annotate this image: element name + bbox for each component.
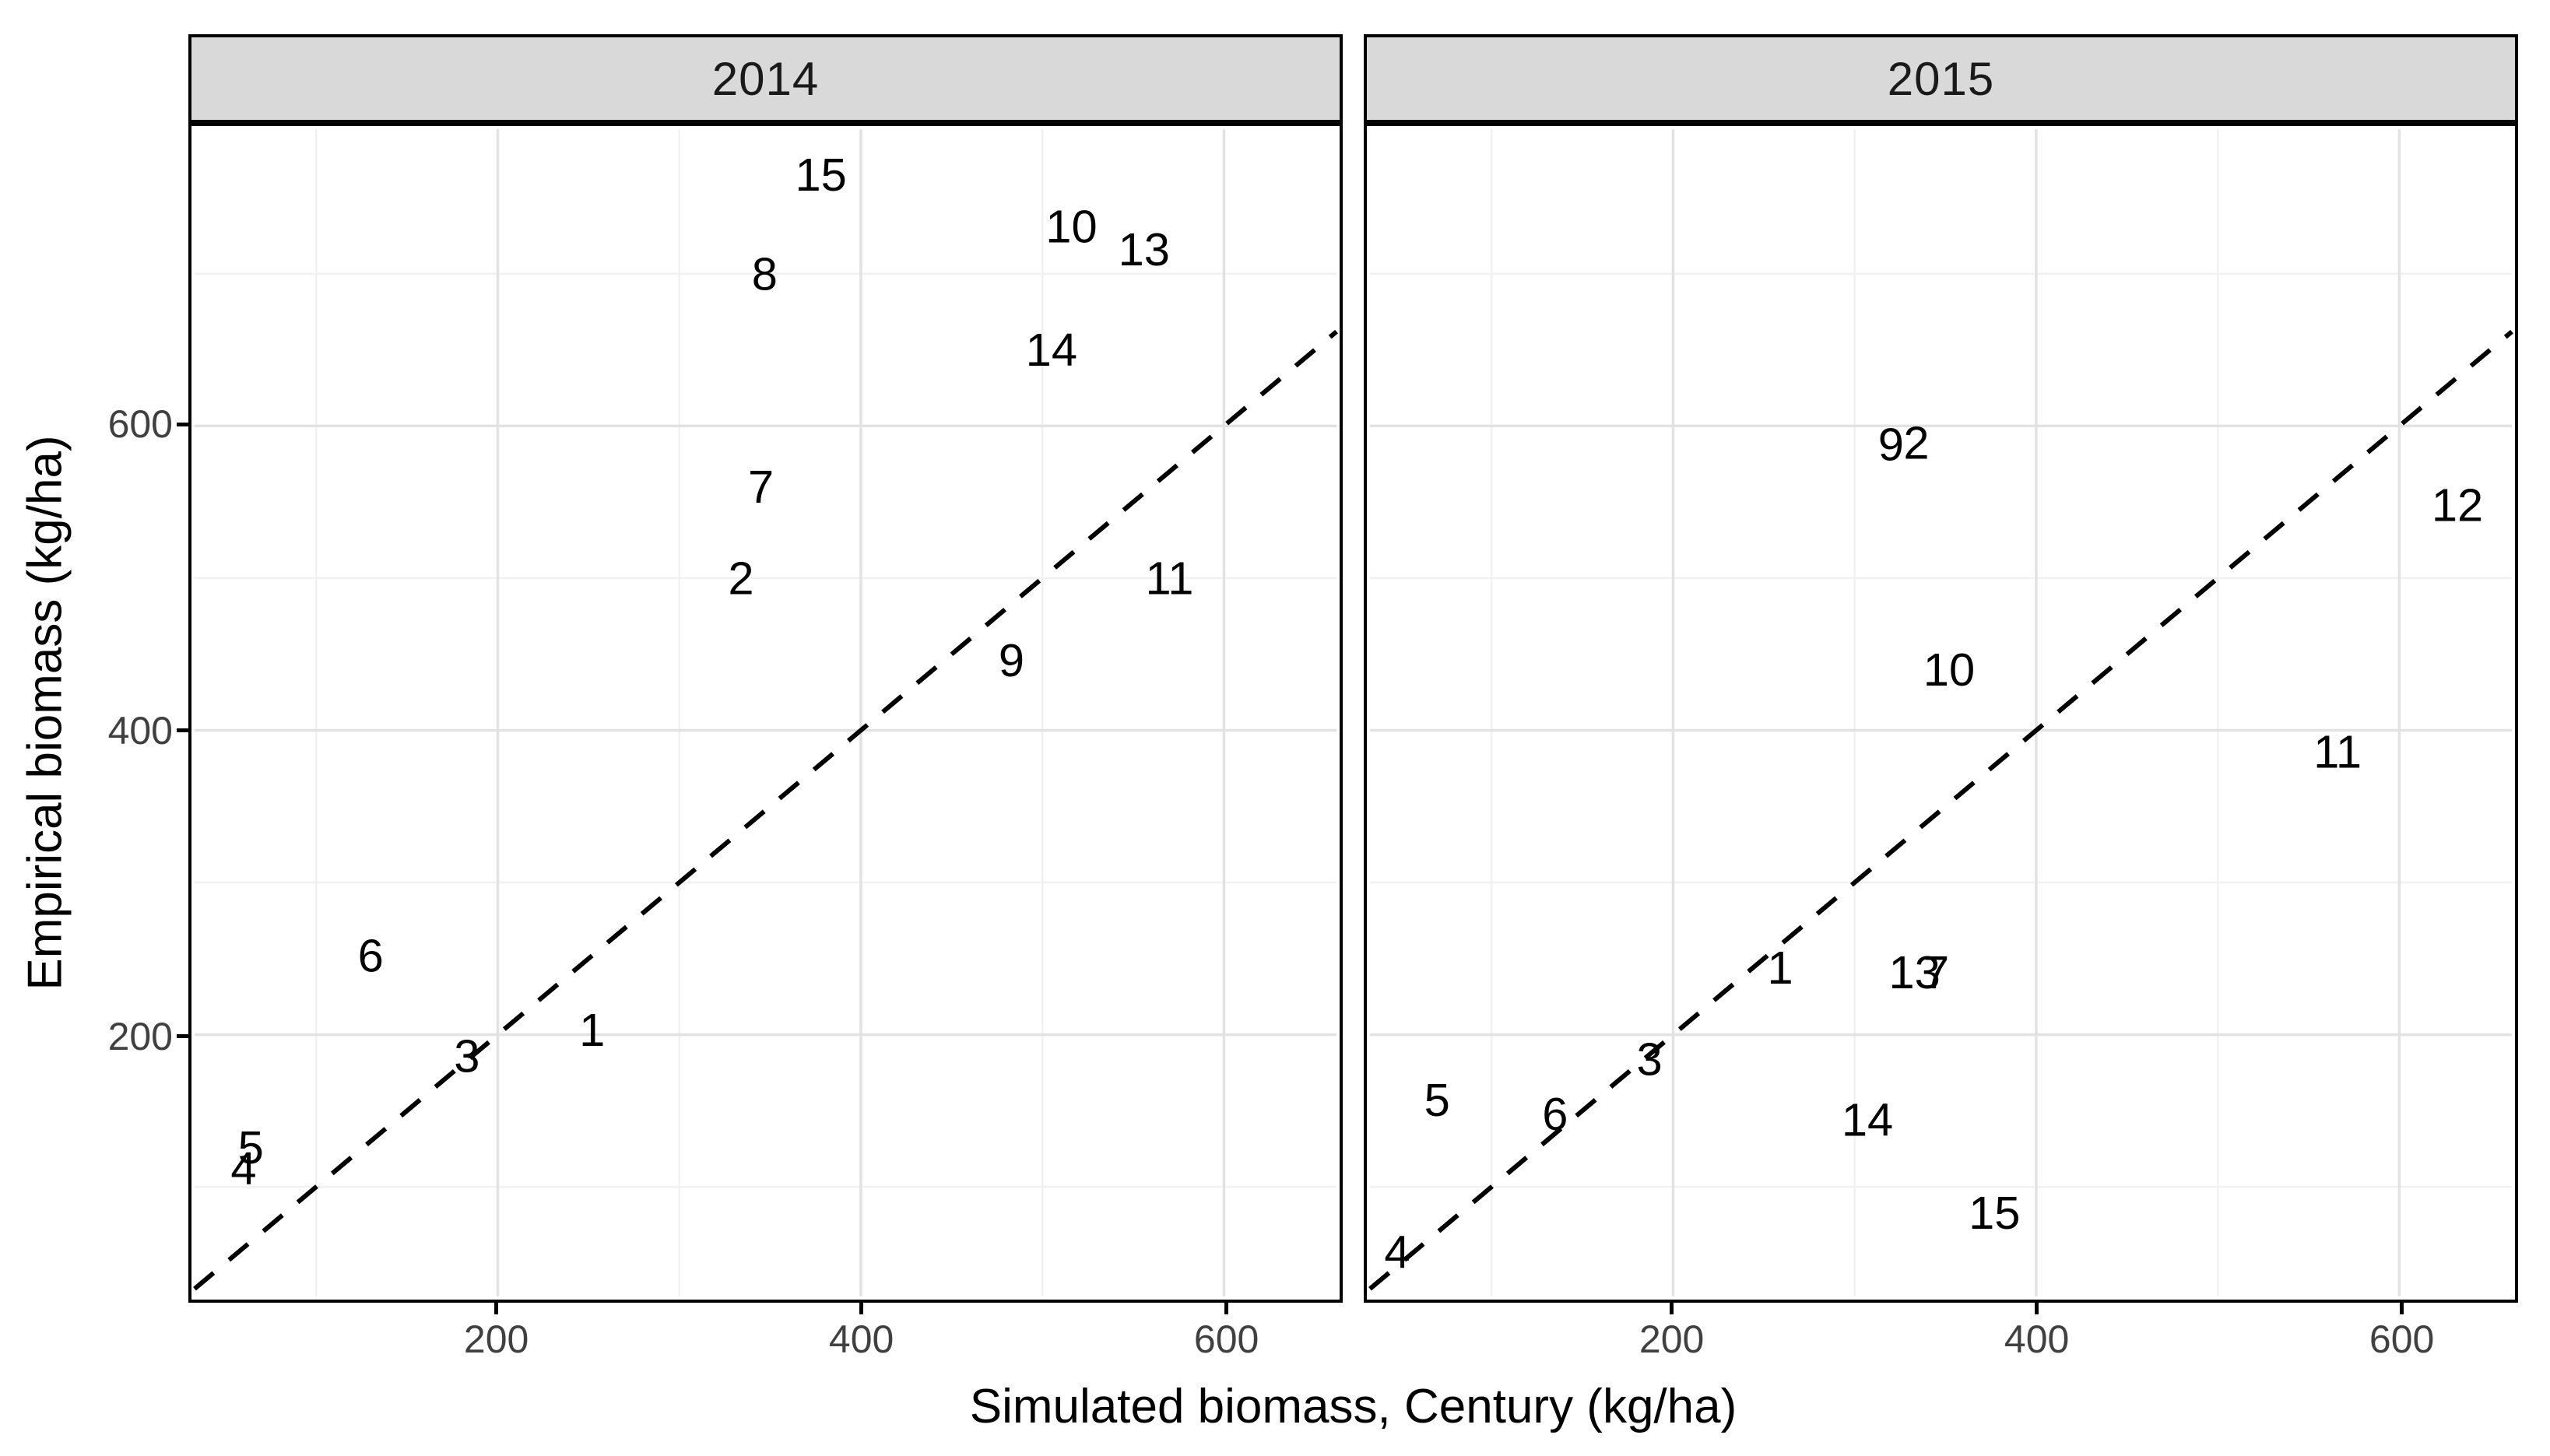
point-label-site-8: 8 [752,247,778,300]
facet-header-2015: 2015 [1364,34,2518,123]
point-label-site-13: 13 [1119,223,1170,275]
x-tick-mark [1224,1303,1229,1314]
x-tick-label: 200 [463,1317,529,1361]
identity-reference-line [193,329,1338,1291]
point-label-site-7: 7 [748,461,774,513]
point-label-site-5: 5 [1424,1074,1450,1126]
y-tick-label: 200 [107,1014,173,1058]
point-label-site-15: 15 [795,149,846,201]
point-label-site-7: 7 [1923,946,1949,998]
x-tick-label: 400 [2004,1317,2070,1361]
point-label-site-14: 14 [1026,324,1077,376]
point-label-site-2: 2 [1903,416,1929,468]
point-label-site-3: 3 [454,1030,479,1082]
x-tick-mark [2035,1303,2039,1314]
y-tick-mark [177,728,188,733]
facet-header-2014: 2014 [188,34,1343,123]
point-label-site-9: 9 [999,634,1024,686]
y-tick-mark [177,1034,188,1039]
point-label-site-14: 14 [1842,1094,1893,1146]
point-label-site-10: 10 [1923,644,1975,696]
point-label-site-3: 3 [1637,1033,1663,1085]
x-tick-mark [859,1303,864,1314]
point-label-site-2: 2 [728,552,753,604]
y-tick-label: 600 [107,402,173,447]
x-tick-label: 200 [1639,1317,1705,1361]
point-label-site-1: 1 [579,1004,605,1056]
point-label-site-1: 1 [1767,942,1793,994]
point-label-site-10: 10 [1045,201,1097,253]
point-label-site-11: 11 [1145,552,1193,604]
x-tick-mark [2400,1303,2404,1314]
point-label-site-4: 4 [230,1142,256,1195]
point-label-site-13: 13 [1889,946,1941,998]
plot-panel-2014: 1 2 3 4 5 6 7 8 9 10 11 13 14 15 [188,123,1343,1303]
panel-canvas-2014: 1 2 3 45 6 7 8 9 10 11 13 14 15 [193,129,1338,1296]
x-tick-label: 600 [2369,1317,2435,1361]
point-label-site-5: 5 [238,1121,264,1174]
x-tick-mark [494,1303,499,1314]
point-label-site-6: 6 [358,929,384,981]
point-label-site-6: 6 [1542,1088,1568,1140]
y-tick-mark [177,422,188,426]
point-label-site-12: 12 [2432,479,2483,532]
y-tick-label: 400 [107,708,173,753]
facet-label-2014: 2014 [711,52,820,105]
x-tick-label: 600 [1193,1317,1259,1361]
point-label-site-15: 15 [1969,1187,2020,1239]
point-label-site-11: 11 [2313,725,2362,777]
identity-reference-line [1368,329,2513,1291]
x-tick-mark [1670,1303,1674,1314]
y-axis-title: Empirical biomass (kg/ha) [18,435,72,991]
plot-panel-2015: 1 2 3 4 5 6 7 9 10 11 12 13 14 15 [1364,123,2518,1303]
x-axis-title: Simulated biomass, Century (kg/ha) [969,1380,1737,1433]
point-label-site-4: 4 [1384,1226,1410,1279]
point-label-site-9: 9 [1878,418,1904,470]
facet-label-2015: 2015 [1887,52,1995,105]
x-tick-label: 400 [828,1317,894,1361]
